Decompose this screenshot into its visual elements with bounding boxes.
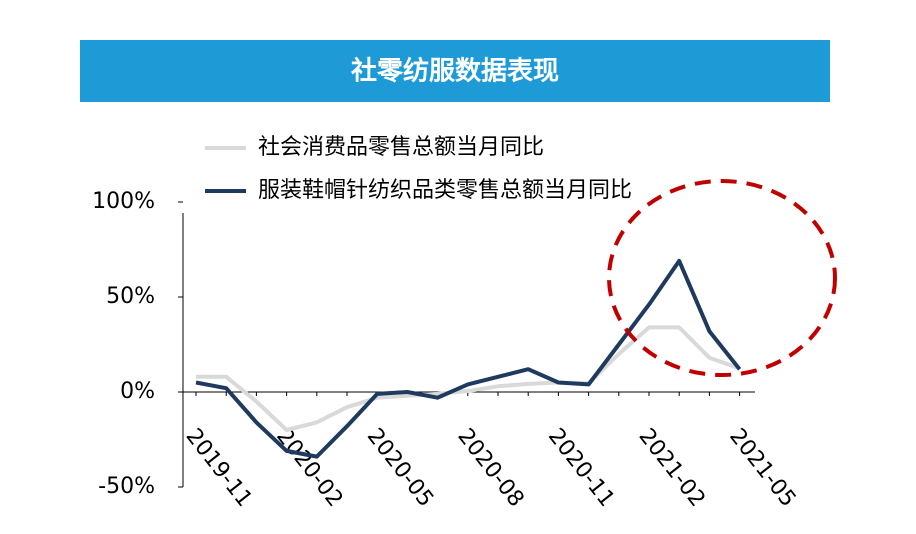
chart-title: 社零纺服数据表现 <box>351 56 559 87</box>
x-tick-label: 2021-05 <box>724 424 800 512</box>
legend-label: 服装鞋帽针纺织品类零售总额当月同比 <box>258 178 632 203</box>
series-line <box>196 325 741 432</box>
series-line <box>195 258 742 459</box>
highlight-ellipse <box>607 179 837 377</box>
legend-label: 社会消费品零售总额当月同比 <box>258 135 544 160</box>
x-tick-label: 2020-08 <box>452 424 528 512</box>
x-tick-label: 2020-05 <box>362 424 438 512</box>
title-banner <box>80 40 830 102</box>
x-tick-label: 2020-11 <box>543 424 619 512</box>
y-tick-label: 100% <box>92 189 155 214</box>
x-tick-label: 2019-11 <box>181 424 257 512</box>
x-tick-label: 2021-02 <box>634 424 710 512</box>
y-tick-label: 50% <box>106 284 155 309</box>
y-tick-label: 0% <box>120 379 155 404</box>
y-tick-label: -50% <box>98 474 155 499</box>
